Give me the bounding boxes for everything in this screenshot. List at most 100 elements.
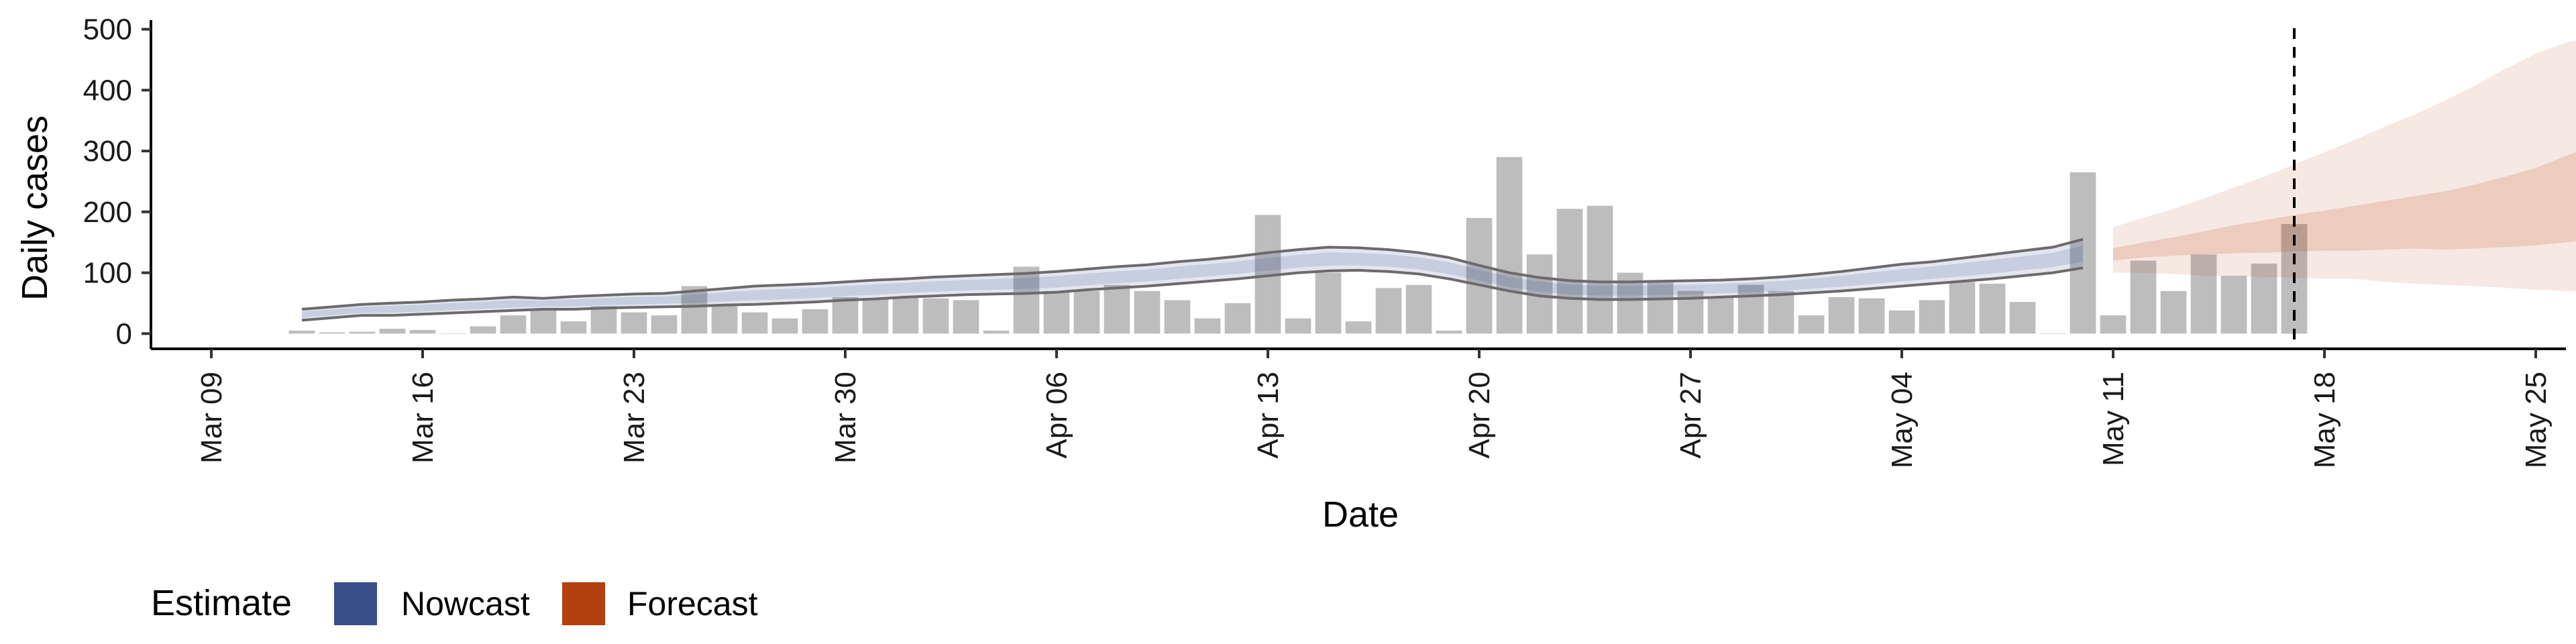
case-bar bbox=[1466, 217, 1493, 334]
legend-swatch-forecast bbox=[562, 582, 605, 625]
case-bar bbox=[1828, 297, 1855, 334]
case-bar bbox=[590, 306, 617, 334]
case-bar bbox=[1798, 315, 1825, 334]
case-bar bbox=[560, 321, 587, 334]
nowcast-layer bbox=[301, 237, 2084, 322]
y-tick-label: 400 bbox=[83, 74, 132, 107]
case-bar bbox=[1858, 298, 1885, 334]
case-bar bbox=[409, 329, 436, 334]
case-bar bbox=[1073, 290, 1100, 334]
legend: Estimate Nowcast Forecast bbox=[151, 582, 758, 625]
case-bar bbox=[288, 330, 315, 334]
nowcast-upper-line bbox=[301, 237, 2084, 311]
x-tick-label: May 25 bbox=[2520, 372, 2553, 468]
case-bar bbox=[319, 332, 345, 334]
y-tick-label: 500 bbox=[83, 13, 132, 46]
case-bar bbox=[2190, 254, 2217, 334]
case-bar bbox=[530, 309, 557, 334]
x-axis-title: Date bbox=[1322, 494, 1399, 535]
case-bar bbox=[470, 326, 496, 334]
case-bar bbox=[1647, 282, 1674, 334]
forecast-layer bbox=[2113, 40, 2576, 292]
nowcast-band-inner bbox=[302, 246, 2083, 318]
forecast-band-outer bbox=[2113, 40, 2576, 292]
x-tick-label: Mar 09 bbox=[195, 372, 228, 464]
case-bar bbox=[500, 315, 527, 334]
case-bar bbox=[862, 298, 889, 334]
y-tick-label: 0 bbox=[116, 317, 132, 350]
case-bar bbox=[953, 300, 979, 334]
case-bar bbox=[1737, 284, 1764, 334]
case-bar bbox=[802, 309, 828, 334]
case-bar bbox=[379, 329, 406, 334]
case-bar bbox=[2009, 302, 2036, 334]
case-bar bbox=[651, 315, 678, 334]
case-bar bbox=[1224, 303, 1251, 334]
case-bar bbox=[349, 331, 376, 334]
case-bar bbox=[1043, 290, 1070, 334]
case-bar bbox=[983, 330, 1010, 334]
case-bar bbox=[1285, 318, 1311, 334]
case-bar bbox=[1949, 282, 1976, 334]
case-bar bbox=[1979, 283, 2006, 334]
case-bar bbox=[1496, 157, 1523, 334]
legend-swatch-nowcast bbox=[334, 582, 377, 625]
case-bar bbox=[1345, 321, 1372, 334]
case-bar bbox=[2070, 172, 2096, 334]
case-bar bbox=[681, 286, 708, 334]
case-bar bbox=[1587, 205, 1613, 334]
x-tick-label: May 04 bbox=[1886, 372, 1919, 468]
case-bar bbox=[2130, 260, 2157, 334]
case-bar bbox=[1315, 272, 1342, 334]
axes-layer bbox=[150, 20, 2566, 350]
case-bar bbox=[832, 297, 859, 334]
legend-label-forecast: Forecast bbox=[627, 585, 758, 623]
case-bar bbox=[1104, 284, 1130, 334]
case-bar bbox=[2251, 263, 2277, 334]
case-bar bbox=[1013, 266, 1040, 334]
case-bar bbox=[621, 312, 647, 334]
case-bar bbox=[711, 306, 738, 334]
case-bar bbox=[439, 333, 466, 334]
case-bar bbox=[1556, 209, 1583, 334]
ticks-layer: 0 100 200 300 400 500 Mar 09 Mar 16 Mar 23 Mar 30… bbox=[83, 13, 2553, 469]
case-bar bbox=[1405, 284, 1432, 334]
case-bar bbox=[1134, 290, 1161, 334]
x-tick-label: Mar 30 bbox=[829, 372, 862, 464]
legend-label-nowcast: Nowcast bbox=[401, 585, 530, 623]
nowcast-lower-line bbox=[301, 266, 2084, 322]
case-bar bbox=[892, 297, 919, 334]
legend-title: Estimate bbox=[151, 583, 292, 623]
x-tick-label: May 11 bbox=[2097, 372, 2130, 466]
case-bar bbox=[2039, 333, 2066, 334]
nowcast-band-outer bbox=[302, 239, 2083, 321]
case-bar bbox=[2220, 276, 2247, 334]
x-tick-label: Mar 16 bbox=[407, 372, 439, 464]
case-bar bbox=[2160, 290, 2187, 334]
forecast-band-inner bbox=[2113, 152, 2576, 261]
y-tick-label: 200 bbox=[83, 196, 132, 229]
case-bar bbox=[771, 318, 798, 334]
case-bar bbox=[922, 298, 949, 334]
x-tick-label: Apr 13 bbox=[1252, 372, 1285, 459]
x-tick-label: Apr 06 bbox=[1040, 372, 1073, 459]
x-tick-label: Apr 20 bbox=[1463, 372, 1496, 459]
case-bar bbox=[1707, 297, 1734, 334]
case-bar bbox=[1919, 300, 1945, 334]
case-bar bbox=[1436, 330, 1462, 334]
x-tick-label: May 18 bbox=[2308, 372, 2341, 468]
x-tick-label: Apr 27 bbox=[1674, 372, 1707, 459]
case-bar bbox=[1768, 290, 1794, 334]
case-bar bbox=[1375, 288, 1402, 334]
case-bar bbox=[1888, 310, 1915, 334]
case-bar bbox=[1164, 300, 1191, 334]
case-bar bbox=[1194, 318, 1221, 334]
y-axis-title: Daily cases bbox=[15, 115, 55, 301]
x-tick-label: Mar 23 bbox=[618, 372, 651, 464]
y-tick-label: 300 bbox=[83, 135, 132, 168]
case-bar bbox=[2100, 315, 2127, 334]
y-tick-label: 100 bbox=[83, 257, 132, 290]
case-bar bbox=[741, 312, 768, 334]
bars-layer bbox=[288, 157, 2308, 334]
